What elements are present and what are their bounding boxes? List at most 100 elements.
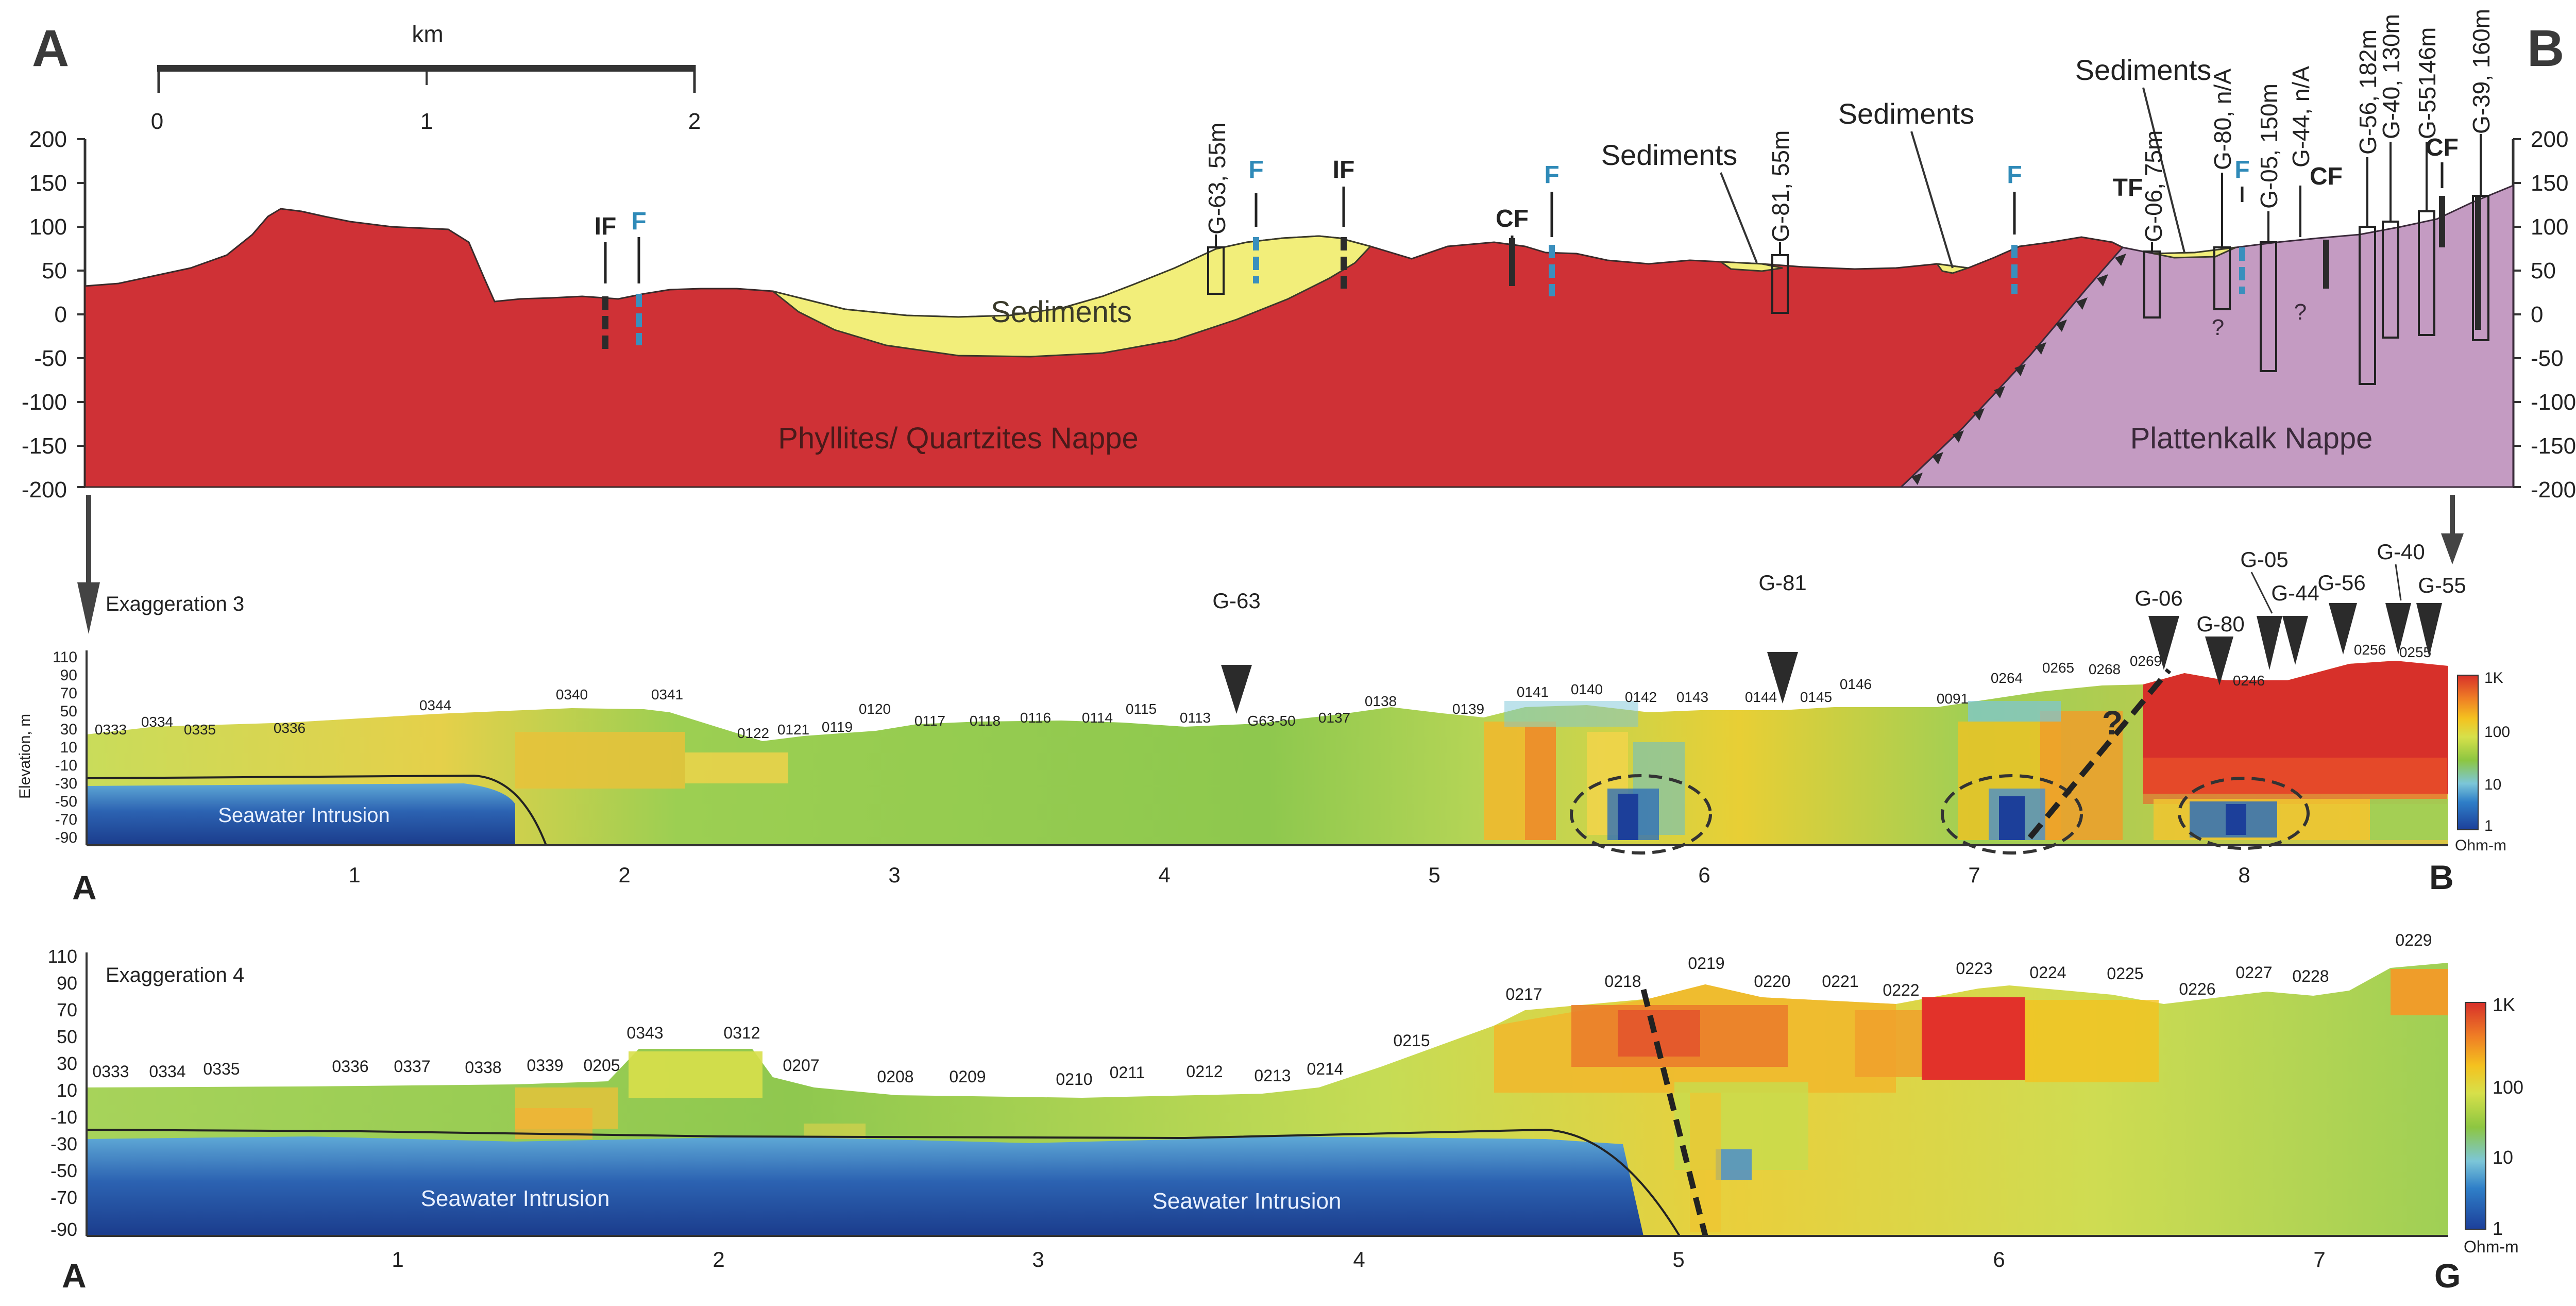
station-label: 0335 (203, 1060, 240, 1078)
station-label: 0120 (859, 701, 891, 717)
well-marker-label: G-40 (2377, 540, 2425, 564)
y-tick: 0 (55, 302, 67, 327)
scale-tick-0: 0 (151, 109, 163, 134)
profile-2-end-label: G (2434, 1257, 2461, 1295)
y-tick: -10 (50, 1107, 77, 1128)
station-label: 0218 (1604, 972, 1641, 991)
sediments-basin (772, 235, 1372, 358)
fault-label-leaders (604, 162, 2444, 283)
station-label: 0145 (1800, 689, 1832, 705)
profile-1-well-markers (1221, 603, 2442, 714)
station-label: 0137 (1318, 710, 1350, 726)
profile-1-start-label: A (72, 868, 97, 907)
well-label: G-56, 182m (2354, 29, 2381, 155)
well-label: G-81, 55m (1767, 130, 1794, 242)
y-tick: -150 (22, 433, 67, 459)
well-marker (2329, 603, 2357, 655)
section-end-label: B (2527, 20, 2564, 77)
station-label: 0339 (527, 1056, 563, 1075)
thrust-fault-teeth (1911, 254, 2126, 485)
y-tick: 200 (2531, 127, 2568, 152)
y-tick: 90 (60, 667, 77, 684)
resistivity-profile-2: Seawater Intrusion Seawater Intrusion Ex… (48, 931, 2523, 1295)
station-label: 0113 (1180, 710, 1211, 726)
x-tick: 1 (392, 1247, 403, 1271)
station-label: G63-50 (1247, 713, 1295, 729)
y-tick: 110 (48, 946, 77, 967)
station-label: 0333 (95, 722, 127, 738)
seawater-intrusion-zone (87, 1136, 1643, 1236)
station-label: 0221 (1822, 972, 1858, 991)
station-label: 0213 (1254, 1066, 1291, 1085)
x-tick: 5 (1428, 863, 1440, 887)
fault-traces (602, 196, 2481, 350)
seawater-boundary-line (86, 774, 547, 846)
well-marker (2257, 616, 2282, 670)
colorbar-tick: 1K (2493, 994, 2515, 1015)
station-label: 0114 (1082, 710, 1113, 726)
station-label: 0343 (626, 1024, 663, 1042)
inferred-thrust-line (2027, 668, 2172, 840)
station-label: 0224 (2029, 963, 2066, 982)
y-tick: -90 (50, 1219, 77, 1240)
sediments-label-2: Sediments (1838, 97, 1975, 130)
well-marker-label: G-05 (2240, 547, 2288, 572)
well-marker-label: G-06 (2134, 586, 2182, 610)
well-label: G-44, n/A (2287, 66, 2314, 168)
y-tick: 200 (29, 127, 67, 152)
station-label: 0334 (149, 1062, 185, 1081)
well-label: G-55146m (2414, 27, 2441, 139)
well-leaders (1215, 134, 2482, 255)
station-label: 0225 (2107, 964, 2143, 983)
station-label: 0228 (2292, 967, 2329, 985)
well-marker (2385, 603, 2411, 655)
well-marker-leaders (2250, 564, 2402, 614)
scale-tick-2: 2 (688, 109, 701, 134)
well-label: G-05, 150m (2256, 83, 2282, 209)
y-tick: -50 (50, 1160, 77, 1181)
well-labels: G-63, 55m G-81, 55m G-06, 75m G-80, n/A … (1204, 9, 2495, 242)
colorbar-tick: 1K (2484, 669, 2503, 687)
y-tick: 30 (60, 721, 77, 738)
x-tick: 2 (713, 1247, 724, 1271)
y-tick: 50 (42, 258, 67, 283)
y-tick: 100 (2531, 214, 2568, 240)
y-tick: -70 (50, 1187, 77, 1208)
station-label: 0246 (2233, 673, 2265, 689)
x-tick: 5 (1672, 1247, 1684, 1271)
x-tick: 8 (2238, 863, 2250, 887)
y-tick: -70 (55, 811, 77, 828)
y-tick: -100 (2531, 390, 2576, 415)
scale-tick-1: 1 (420, 109, 433, 134)
profile-1-colorbar: 1K 100 10 1 Ohm-m (2455, 669, 2510, 854)
station-label: 0207 (783, 1056, 819, 1075)
station-label: 0265 (2042, 660, 2074, 676)
station-label: 0139 (1452, 701, 1484, 717)
seawater-label: Seawater Intrusion (218, 804, 390, 827)
plattenkalk-label: Plattenkalk Nappe (2130, 422, 2373, 455)
well-marker (1221, 665, 1252, 714)
station-label: 0116 (1020, 710, 1051, 726)
station-label: 0215 (1393, 1031, 1430, 1050)
profile-1-y-ticks: 110 90 70 50 30 10 -10 -30 -50 -70 -90 (53, 649, 77, 846)
y-tick: -200 (22, 477, 67, 503)
profile-2-x-ticks: 1 2 3 4 5 6 7 (392, 1247, 2325, 1271)
conductive-anomalies (1607, 789, 2277, 840)
y-tick: 110 (53, 649, 77, 666)
y-tick: -50 (2531, 346, 2564, 371)
station-label: 0220 (1754, 972, 1790, 991)
station-label: 0141 (1517, 684, 1549, 700)
sediments-basin-label: Sediments (991, 295, 1132, 329)
station-label: 0205 (583, 1056, 620, 1075)
station-label: 0217 (1505, 985, 1542, 1003)
section-right-axis: 200 150 100 50 0 -50 -100 -150 -200 (2512, 127, 2576, 503)
fault-label-f: F (2007, 161, 2022, 189)
station-label: 0122 (737, 725, 769, 741)
station-label: 0226 (2179, 980, 2215, 998)
y-tick: 10 (57, 1080, 77, 1101)
y-tick: 50 (2531, 258, 2556, 283)
station-label: 0142 (1625, 689, 1657, 705)
colorbar-tick: 1 (2493, 1218, 2503, 1239)
station-label: 0140 (1571, 681, 1603, 697)
colorbar-unit: Ohm-m (2455, 837, 2506, 854)
